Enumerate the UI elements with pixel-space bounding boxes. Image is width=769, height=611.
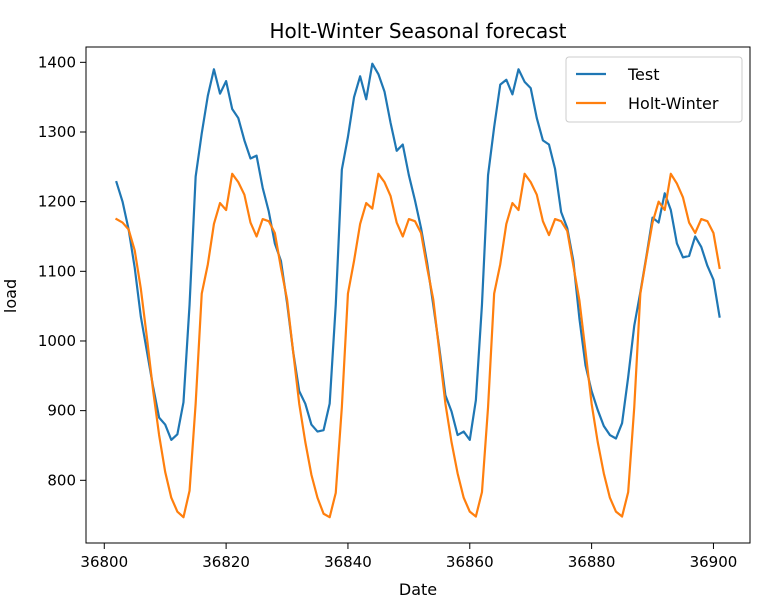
series-line-holt-winter	[114, 172, 721, 519]
x-axis-label: Date	[399, 580, 437, 599]
chart-title: Holt-Winter Seasonal forecast	[269, 19, 566, 43]
x-tick-label: 36800	[80, 553, 128, 571]
legend-label-holt-winter: Holt-Winter	[628, 94, 719, 113]
legend: Test Holt-Winter	[565, 56, 743, 123]
y-axis: 800 900 1000 1100 1200 1300 1400	[38, 53, 86, 489]
plot-frame	[85, 46, 751, 544]
legend-label-test: Test	[627, 65, 660, 84]
plot-area	[114, 62, 721, 519]
y-tick-label: 800	[47, 471, 76, 489]
x-tick-label: 36840	[324, 553, 372, 571]
y-tick-label: 1000	[38, 332, 76, 350]
y-tick-label: 1200	[38, 193, 76, 211]
y-tick-label: 1400	[38, 53, 76, 71]
series-line-test	[115, 62, 721, 441]
legend-box	[565, 56, 743, 123]
x-tick-label: 36860	[446, 553, 494, 571]
x-tick-label: 36900	[690, 553, 738, 571]
y-axis-label: load	[1, 279, 20, 313]
y-tick-label: 900	[47, 402, 76, 420]
y-tick-label: 1100	[38, 262, 76, 280]
y-tick-label: 1300	[38, 123, 76, 141]
x-axis: 36800 36820 36840 36860 36880 36900	[80, 543, 737, 571]
x-tick-label: 36820	[202, 553, 250, 571]
x-tick-label: 36880	[568, 553, 616, 571]
